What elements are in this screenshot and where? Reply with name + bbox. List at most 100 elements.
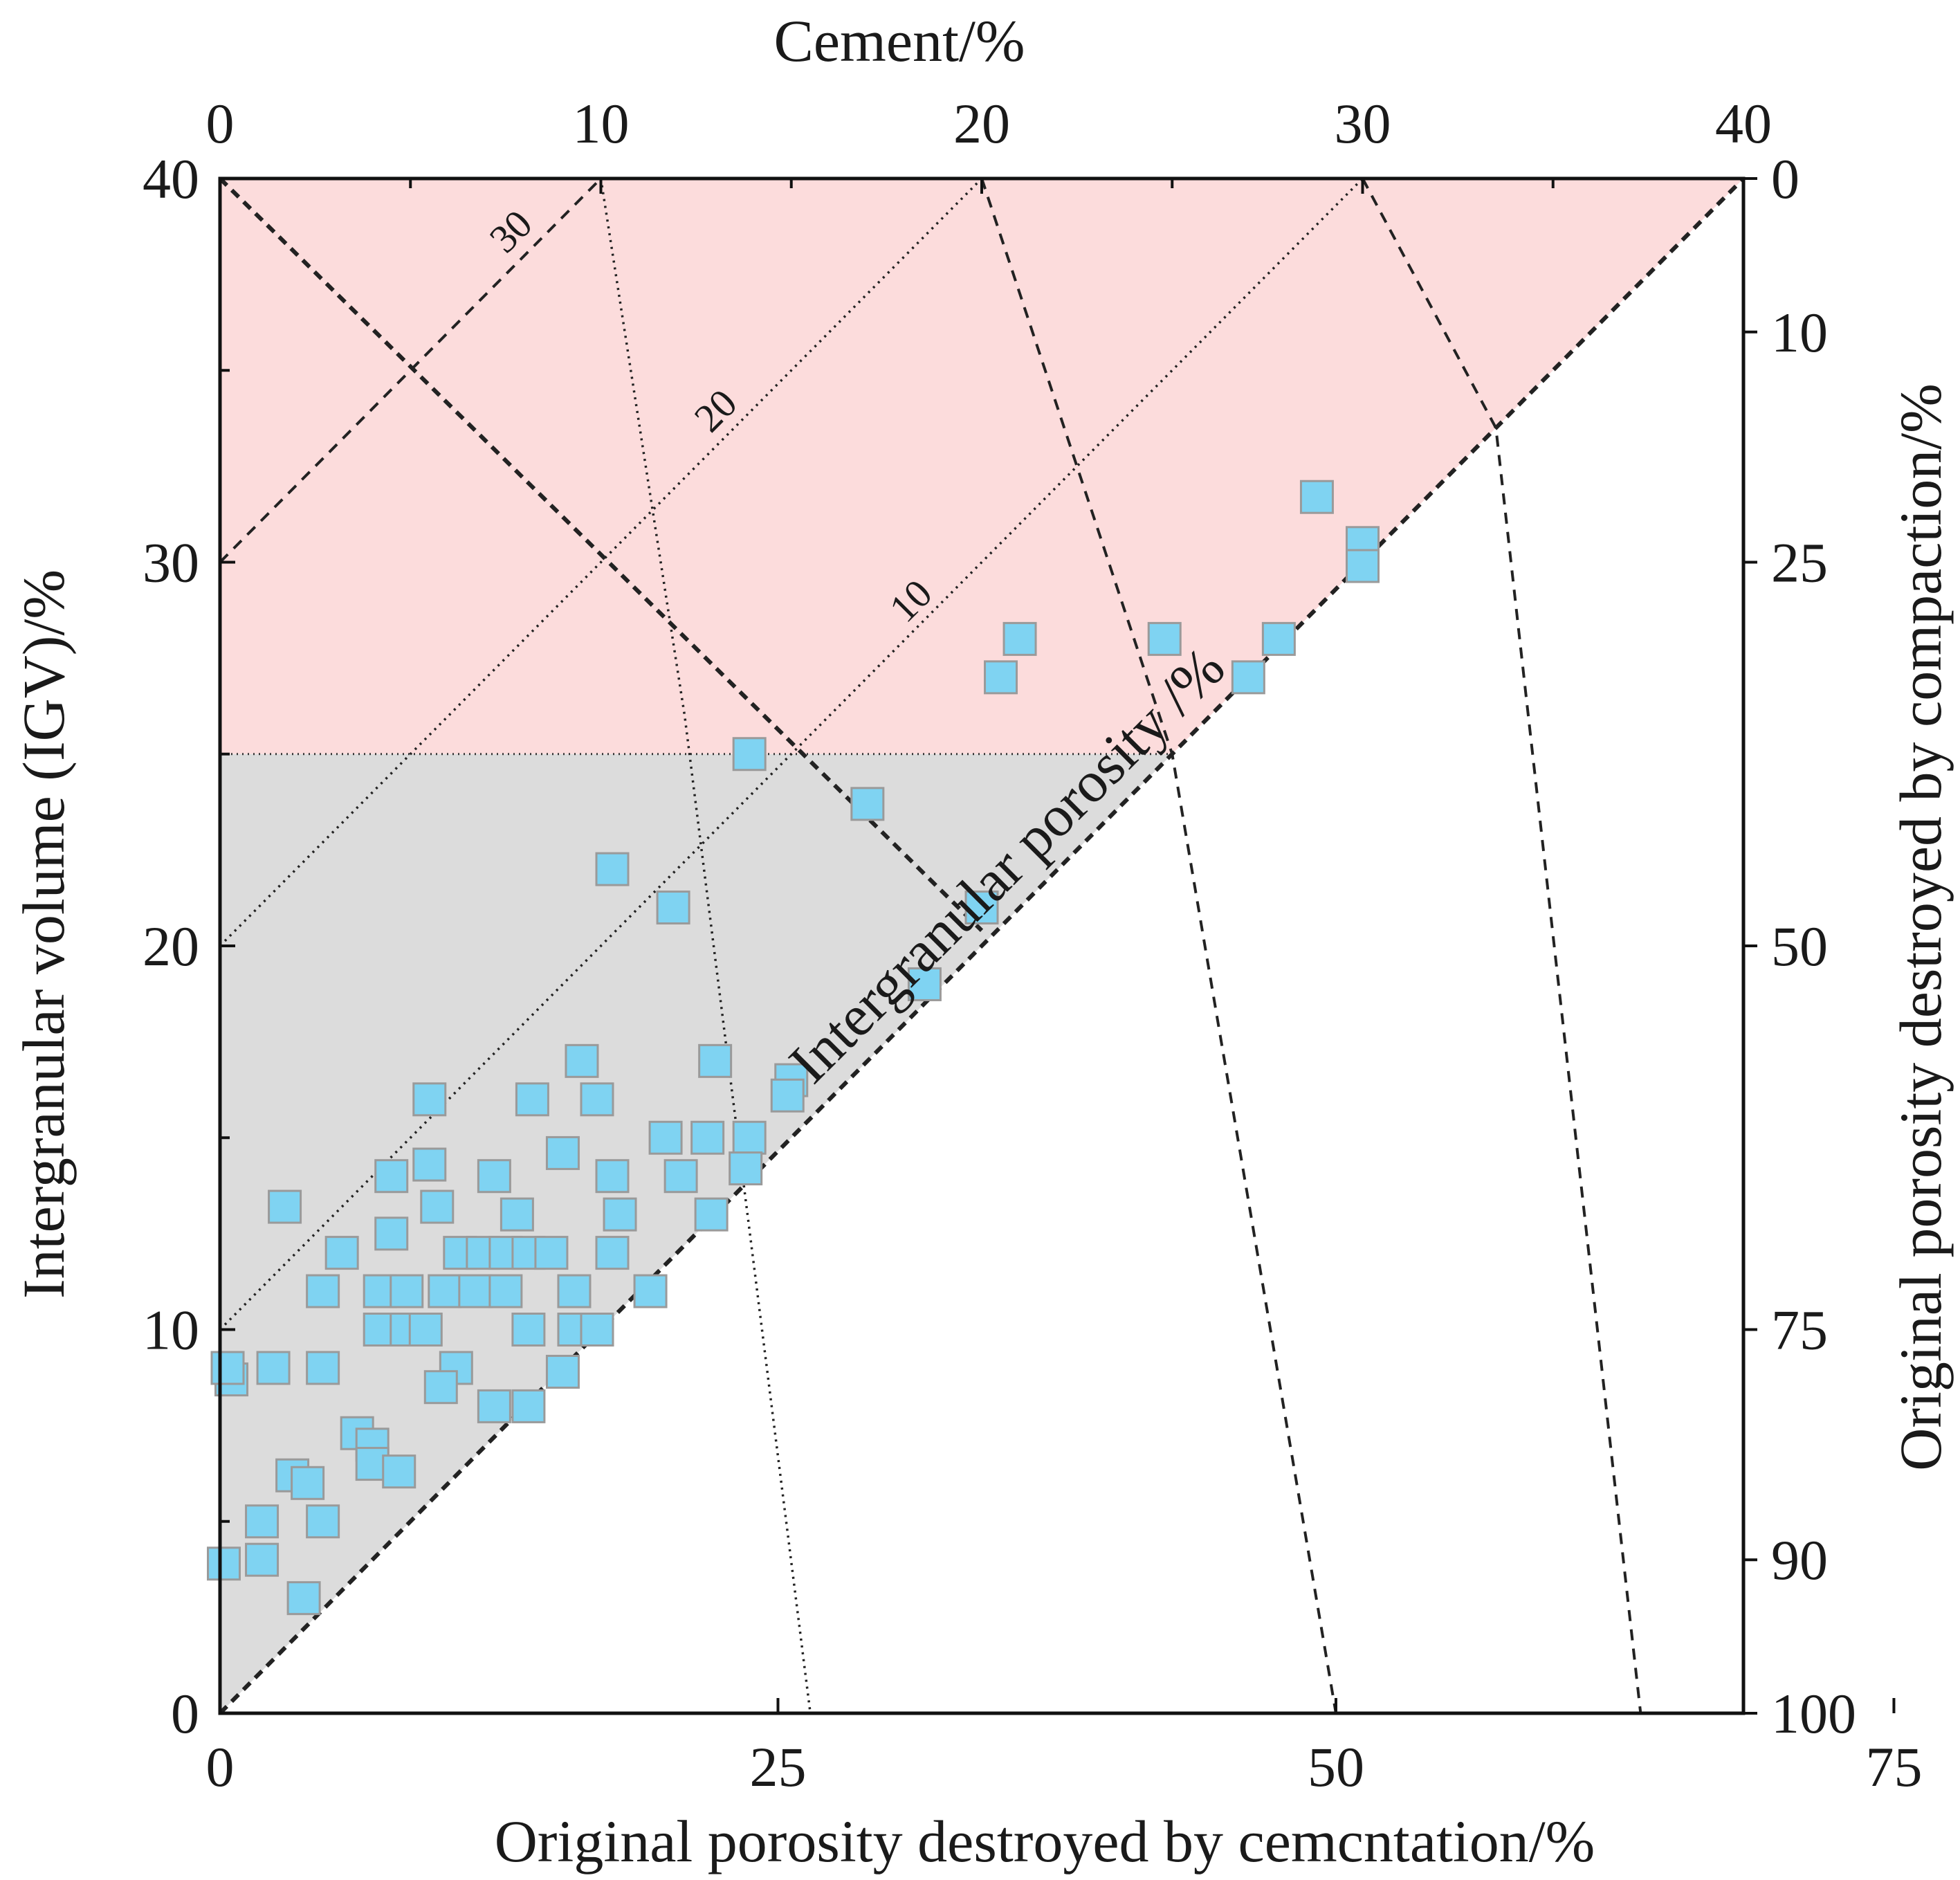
data-point-8 <box>732 737 767 772</box>
data-point-15 <box>565 1043 599 1078</box>
bottom-tick-label-50: 50 <box>1308 1735 1364 1798</box>
data-point-26 <box>477 1159 511 1194</box>
porosity-10-line <box>219 177 1364 1331</box>
data-point-35 <box>694 1197 729 1232</box>
right-axis-title: Original porosity destroyed by compactio… <box>1887 383 1954 1471</box>
left-tick-label-10: 10 <box>143 1299 199 1362</box>
data-point-3 <box>1002 621 1037 656</box>
data-point-65 <box>511 1389 546 1423</box>
data-point-11 <box>595 852 630 886</box>
data-point-24 <box>545 1135 580 1170</box>
data-point-14 <box>698 1043 733 1078</box>
data-point-75 <box>245 1542 280 1577</box>
porosity-20-line <box>219 177 983 947</box>
data-point-37 <box>324 1236 359 1270</box>
data-point-10 <box>964 891 999 925</box>
data-point-21 <box>648 1120 683 1155</box>
diagonal-line <box>218 176 1746 1715</box>
data-point-73 <box>245 1504 280 1539</box>
guide-lines <box>218 176 1746 1715</box>
cross-diagonal-line <box>218 176 984 932</box>
data-point-32 <box>420 1189 455 1224</box>
data-point-6 <box>984 660 1018 695</box>
data-point-54 <box>408 1313 443 1347</box>
top-tick-label-40: 40 <box>1715 92 1772 155</box>
data-point-47 <box>428 1274 462 1308</box>
data-point-46 <box>390 1274 424 1308</box>
data-point-12 <box>656 891 690 925</box>
right-tick-label-50: 50 <box>1771 915 1828 978</box>
top-tick-label-20: 20 <box>953 92 1010 155</box>
data-point-44 <box>306 1274 340 1308</box>
data-point-43 <box>595 1236 630 1270</box>
data-point-4 <box>1147 621 1182 656</box>
top-axis-title: Cement/% <box>773 8 1025 74</box>
data-point-22 <box>690 1120 725 1155</box>
data-point-57 <box>580 1313 614 1347</box>
data-point-60 <box>256 1351 291 1385</box>
data-point-28 <box>663 1159 698 1194</box>
right-tick-label-0: 0 <box>1771 147 1799 210</box>
region-upper <box>220 179 1743 754</box>
data-point-51 <box>633 1274 668 1308</box>
left-axis-title: Intergranular volume (IGV)/% <box>10 569 77 1299</box>
right-tick-label-10: 10 <box>1771 301 1828 364</box>
data-point-2 <box>1346 549 1380 583</box>
data-point-18 <box>412 1082 447 1117</box>
data-point-19 <box>515 1082 549 1117</box>
data-point-36 <box>374 1216 409 1251</box>
right-tick-label-25: 25 <box>1771 531 1828 594</box>
data-point-17 <box>770 1078 805 1113</box>
bottom-tick-label-0: 0 <box>206 1735 235 1798</box>
left-tick-label-40: 40 <box>143 147 199 210</box>
data-point-55 <box>511 1313 546 1347</box>
porosity-30-line <box>219 177 602 563</box>
data-point-25 <box>412 1147 447 1182</box>
right-tick-label-100: 100 <box>1771 1682 1856 1745</box>
data-point-48 <box>458 1274 493 1308</box>
data-points <box>207 480 1380 1616</box>
data-point-30 <box>374 1159 409 1194</box>
cementation-50-curve <box>980 178 1337 1714</box>
bottom-tick-label-75: 75 <box>1865 1735 1922 1798</box>
top-tick-label-30: 30 <box>1335 92 1391 155</box>
data-point-49 <box>488 1274 523 1308</box>
data-point-5 <box>1261 621 1296 656</box>
data-point-64 <box>477 1389 511 1423</box>
data-point-66 <box>545 1354 580 1389</box>
top-tick-label-0: 0 <box>206 92 235 155</box>
data-point-74 <box>306 1504 340 1539</box>
data-point-31 <box>268 1189 302 1224</box>
data-point-20 <box>580 1082 614 1117</box>
left-tick-label-30: 30 <box>143 531 199 594</box>
right-tick-label-90: 90 <box>1771 1528 1828 1591</box>
data-point-13 <box>907 967 942 1001</box>
top-tick-label-10: 10 <box>573 92 630 155</box>
data-point-27 <box>595 1159 630 1194</box>
data-point-29 <box>729 1151 763 1186</box>
cementation-25-curve <box>599 178 812 1714</box>
bottom-tick-label-25: 25 <box>749 1735 806 1798</box>
data-point-59 <box>210 1351 245 1385</box>
left-tick-label-20: 20 <box>143 915 199 978</box>
data-point-76 <box>207 1546 241 1581</box>
data-point-42 <box>534 1236 569 1270</box>
data-point-72 <box>291 1466 325 1500</box>
data-point-23 <box>732 1120 767 1155</box>
left-tick-label-0: 0 <box>171 1682 199 1745</box>
data-point-77 <box>286 1581 321 1616</box>
data-point-50 <box>557 1274 592 1308</box>
right-tick-label-75: 75 <box>1771 1299 1828 1362</box>
data-point-61 <box>306 1351 340 1385</box>
data-point-34 <box>603 1197 637 1232</box>
data-point-63 <box>423 1370 458 1405</box>
data-point-7 <box>1231 660 1265 695</box>
cementation-75-curve <box>1361 178 1642 1714</box>
data-point-70 <box>382 1454 416 1489</box>
data-point-0 <box>1299 480 1334 514</box>
data-point-9 <box>850 787 885 821</box>
bottom-axis-title: Original porosity destroyed by cemcntati… <box>495 1808 1595 1874</box>
data-point-33 <box>500 1197 534 1232</box>
